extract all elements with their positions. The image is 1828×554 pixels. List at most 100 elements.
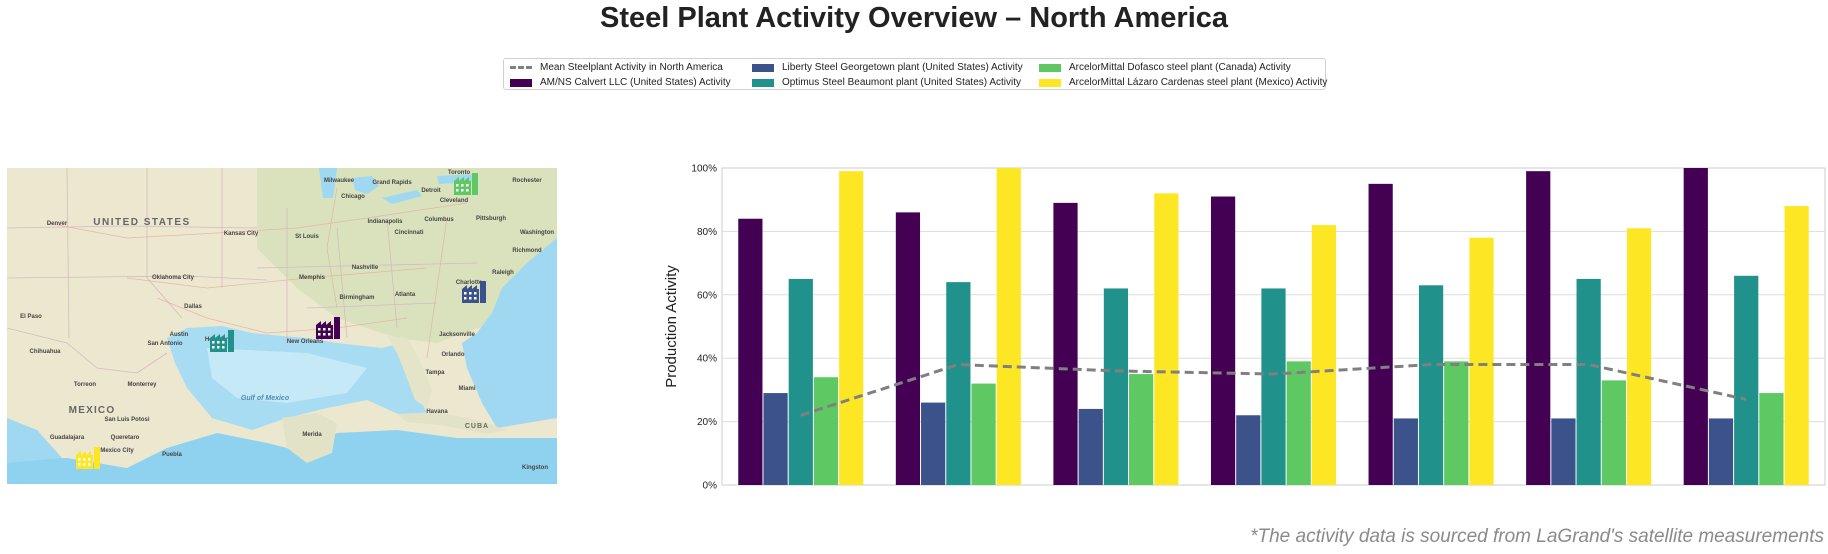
map-label-city: Kansas City [224, 231, 259, 237]
map-label-city: Chicago [341, 194, 365, 200]
map-label-water: Gulf of Mexico [241, 395, 290, 402]
map-label-city: Denver [47, 221, 68, 227]
map-label-country: UNITED STATES [93, 217, 190, 228]
map-yucatan [282, 413, 337, 463]
map-label-city: Atlanta [395, 292, 416, 298]
factory-icon [462, 281, 486, 303]
map-label-city: Dallas [184, 304, 202, 310]
factory-icon [76, 447, 100, 469]
map-label-city: El Paso [20, 314, 42, 320]
legend-item-liberty: Liberty Steel Georgetown plant (United S… [752, 60, 1039, 75]
legend-item-mean: Mean Steelplant Activity in North Americ… [510, 60, 752, 75]
bar [763, 393, 788, 485]
legend-label: ArcelorMittal Dofasco steel plant (Canad… [1069, 62, 1291, 73]
legend-label: Liberty Steel Georgetown plant (United S… [782, 62, 1023, 73]
map-cuba [397, 412, 507, 434]
bar [1551, 418, 1576, 485]
map-label-city: Tampa [426, 370, 446, 376]
map-label-city: Merida [302, 432, 322, 438]
bar [946, 282, 971, 485]
y-tick-label: 80% [697, 227, 717, 238]
map-label-city: Chihuahua [30, 349, 62, 355]
map-label-city: San Luis Potosi [104, 417, 149, 423]
map-label-city: Orlando [441, 352, 464, 358]
map-label-city: Miami [458, 386, 475, 392]
legend-swatch [510, 78, 532, 87]
map-label-city: Torreon [74, 382, 97, 388]
map-label-city: Birmingham [339, 295, 374, 301]
bar [1393, 418, 1418, 485]
map-label-city: Memphis [299, 275, 326, 281]
legend-item-lazaro: ArcelorMittal Lázaro Cardenas steel plan… [1039, 75, 1327, 90]
bar [1129, 374, 1154, 485]
map-label-city: St Louis [295, 234, 319, 240]
legend-label: Optimus Steel Beaumont plant (United Sta… [782, 77, 1021, 88]
map-label-city: Queretaro [111, 435, 140, 441]
factory-icon [316, 317, 340, 339]
bar [1286, 361, 1311, 485]
bar [1311, 225, 1337, 485]
legend-swatch [752, 63, 774, 72]
bar [738, 218, 763, 485]
map-label-city: Nashville [352, 265, 379, 271]
legend-line-swatch [510, 66, 532, 69]
chart-legend: Mean Steelplant Activity in North Americ… [503, 58, 1327, 90]
bar [1469, 237, 1494, 485]
bar [1418, 285, 1444, 485]
bar [1236, 415, 1261, 485]
plant-location-map: UNITED STATES MEXICO CUBA Gulf of Mexico Tor… [7, 168, 557, 484]
bar [788, 278, 813, 485]
map-label-city: Cleveland [440, 198, 469, 204]
bar [996, 168, 1021, 485]
map-label-city: Kingston [522, 465, 548, 471]
mean-line-group [800, 363, 1747, 417]
map-label-city: Mexico City [100, 448, 134, 454]
map-canvas: UNITED STATES MEXICO CUBA Gulf of Mexico Tor… [7, 168, 557, 484]
map-label-city: Charlotte [456, 280, 483, 286]
bar [1626, 228, 1652, 485]
mean-line [800, 363, 1747, 417]
map-label-city: Pittsburgh [476, 216, 506, 222]
map-label-country: CUBA [465, 423, 489, 430]
bar [839, 171, 864, 486]
map-roads [46, 187, 468, 359]
bar [1261, 288, 1286, 485]
bar [1368, 183, 1393, 485]
map-lake-erie [382, 190, 422, 204]
bar [1601, 380, 1626, 485]
map-label-city: Grand Rapids [372, 180, 412, 186]
map-label-city: New Orleans [287, 339, 324, 345]
map-florida [387, 336, 432, 408]
bar [1526, 171, 1551, 486]
bar [1444, 361, 1469, 485]
factory-icon [210, 330, 234, 352]
legend-label: AM/NS Calvert LLC (United States) Activi… [540, 77, 731, 88]
map-label-city: Columbus [424, 217, 454, 223]
map-label-city: Puebla [162, 452, 182, 458]
bar [895, 212, 921, 485]
bar [1734, 275, 1759, 485]
map-label-city: Indianapolis [367, 219, 403, 225]
bar [1683, 168, 1708, 485]
map-label-city: Rochester [512, 178, 542, 184]
legend-item-optimus: Optimus Steel Beaumont plant (United Sta… [752, 75, 1039, 90]
map-lake-michigan [319, 168, 337, 198]
map-label-city: Raleigh [492, 270, 514, 276]
legend-item-calvert: AM/NS Calvert LLC (United States) Activi… [510, 75, 752, 90]
y-tick-label: 40% [697, 354, 717, 365]
bar [971, 383, 996, 485]
chart-title: Steel Plant Activity Overview – North Am… [599, 2, 1229, 34]
map-label-city: Washington [520, 230, 554, 236]
y-axis-title: Production Activity [663, 265, 680, 388]
map-atlantic [462, 238, 557, 428]
bar [1784, 206, 1809, 485]
bar [1103, 288, 1129, 485]
map-label-city: Guadalajara [50, 435, 85, 441]
legend-label: ArcelorMittal Lázaro Cardenas steel plan… [1069, 77, 1328, 88]
map-labels: UNITED STATES MEXICO CUBA Gulf of Mexico Tor… [20, 170, 554, 471]
map-label-city: Richmond [512, 248, 542, 254]
map-label-city: Monterrey [127, 382, 157, 388]
map-label-city: Milwaukee [324, 178, 355, 184]
map-pacific [7, 418, 62, 463]
factory-icon [454, 173, 478, 195]
